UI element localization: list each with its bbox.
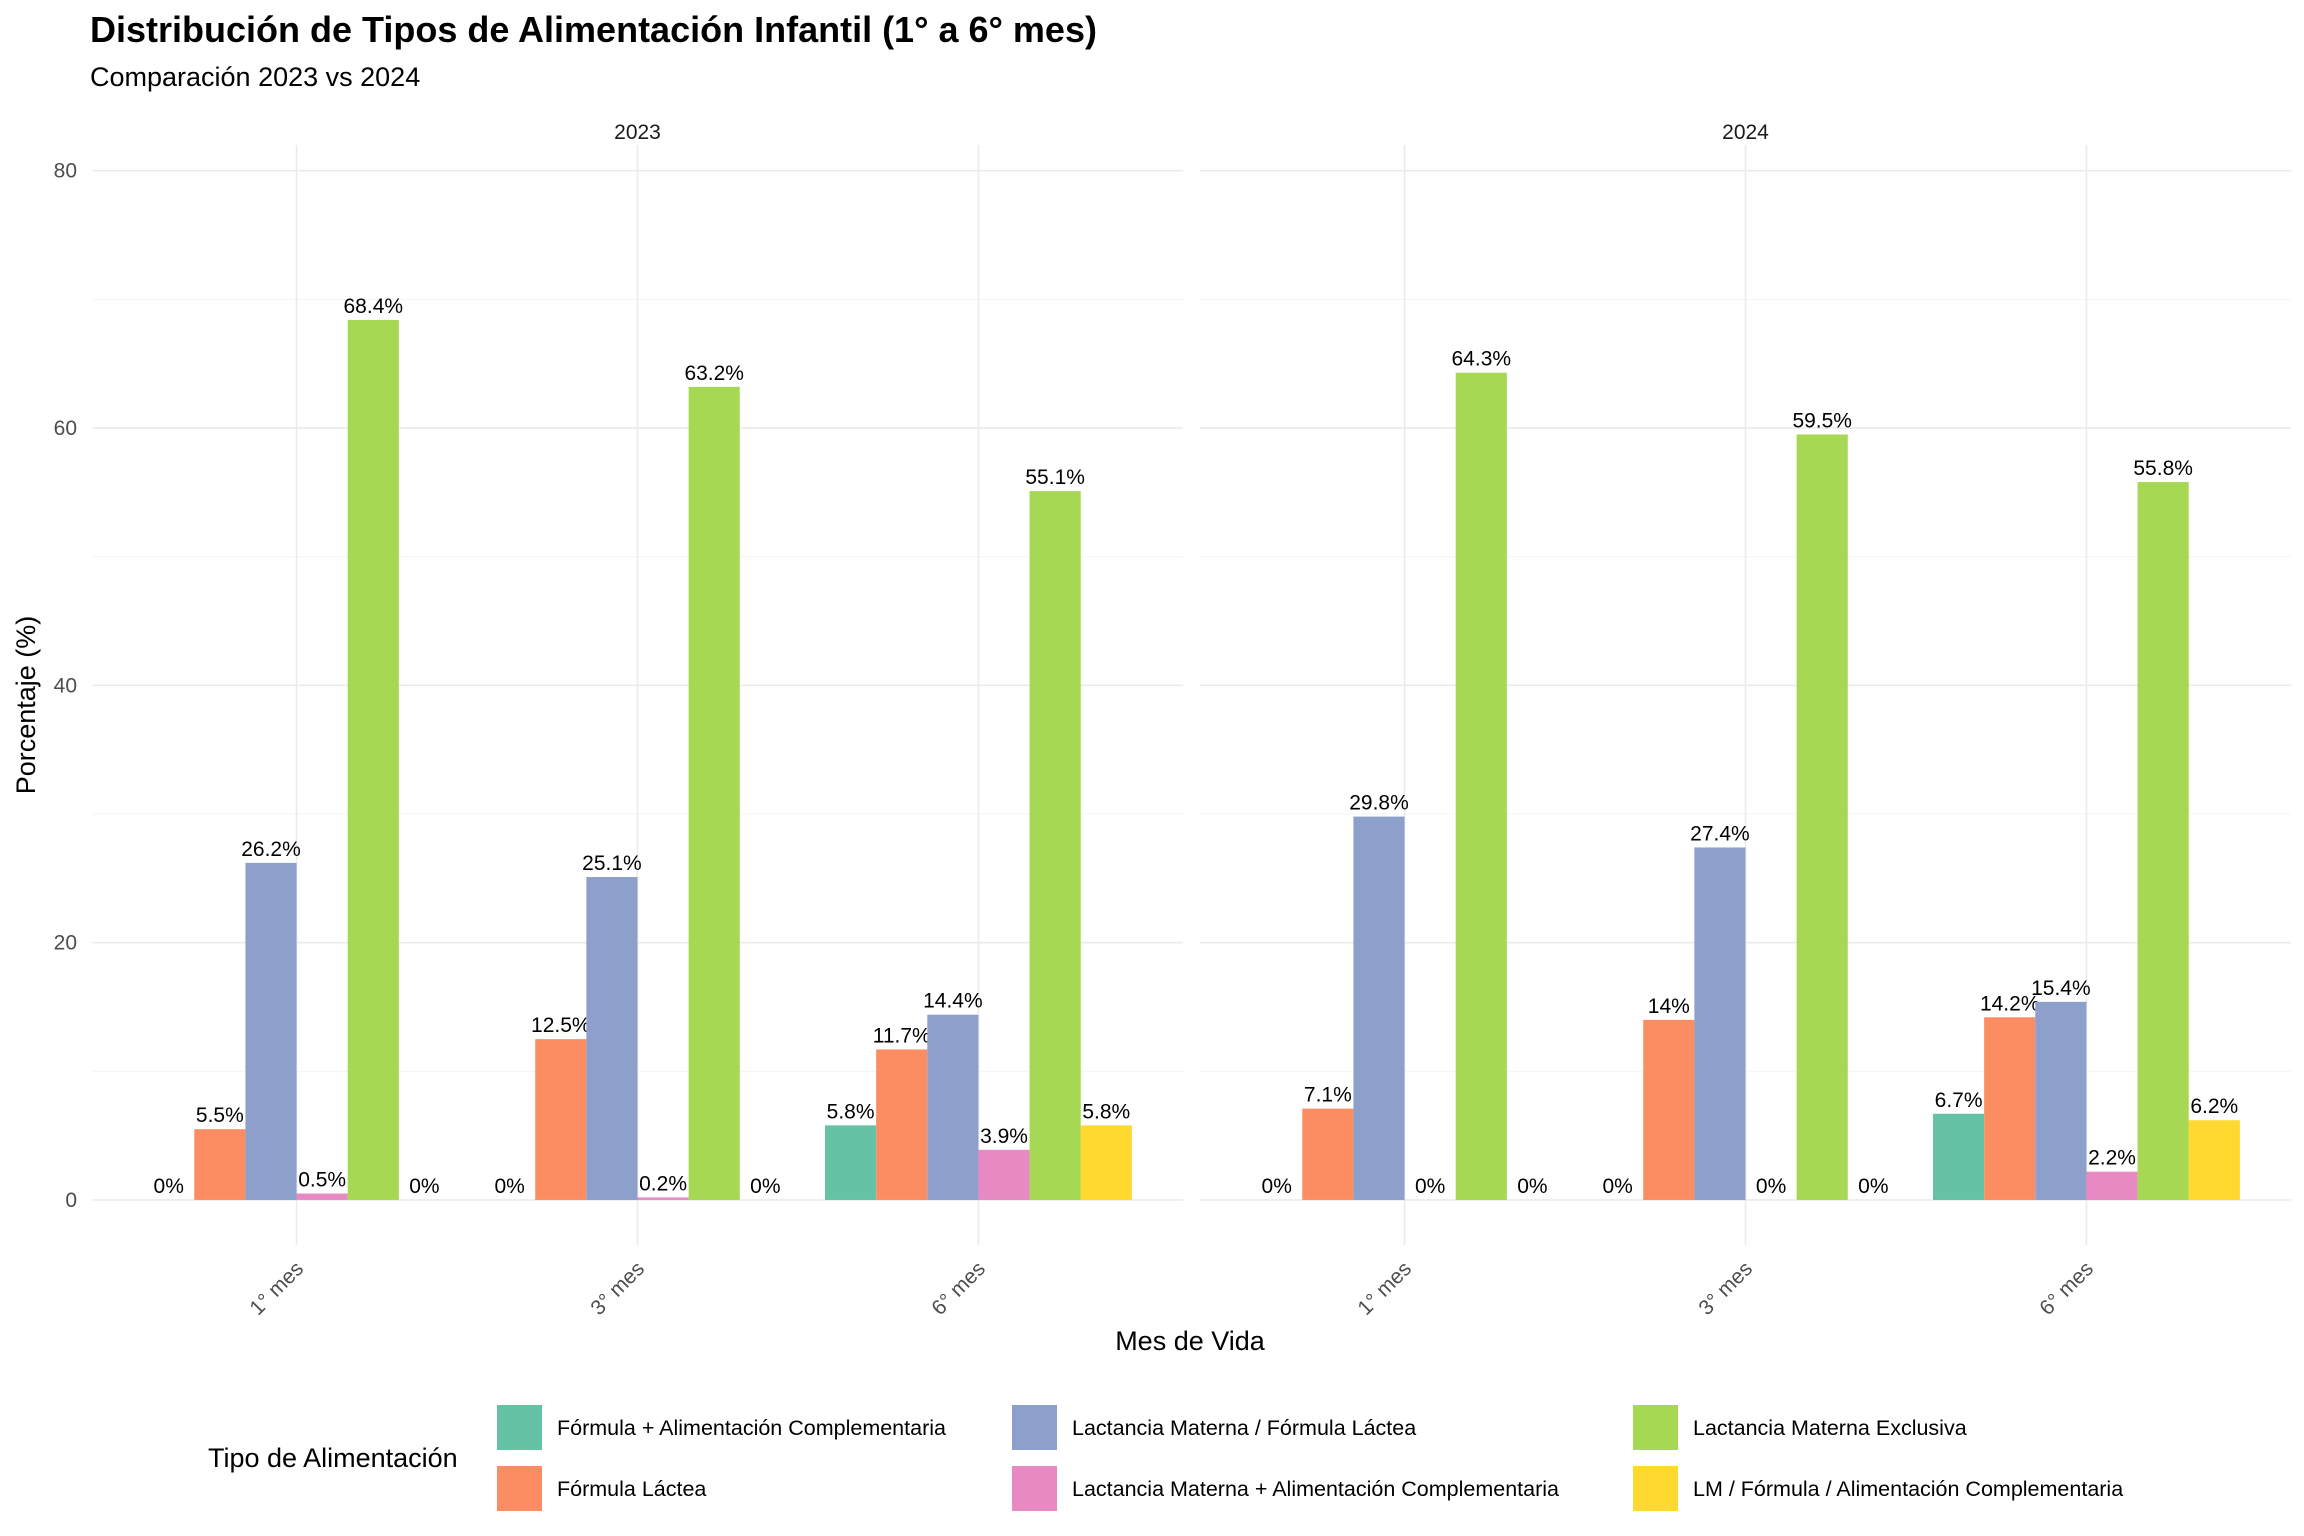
y-tick-label: 20 (54, 932, 77, 955)
bar (1353, 816, 1405, 1200)
legend: Tipo de Alimentación Fórmula + Alimentac… (208, 1405, 2123, 1511)
y-tick-label: 0 (65, 1189, 77, 1212)
legend-swatch (497, 1466, 542, 1511)
bar-value-label: 5.5% (196, 1104, 244, 1127)
bar-value-label: 2.2% (2088, 1147, 2136, 1170)
bar (978, 1149, 1030, 1200)
bar-value-label: 3.9% (980, 1125, 1028, 1148)
bar (245, 862, 297, 1200)
bar-value-label: 0% (1415, 1175, 1445, 1198)
bar-value-label: 0% (750, 1175, 780, 1198)
y-axis-title: Porcentaje (%) (11, 616, 41, 795)
legend-entry-label: Lactancia Materna / Fórmula Láctea (1072, 1416, 1416, 1440)
x-tick-label: 6° mes (927, 1257, 990, 1320)
bar-value-label: 55.1% (1025, 466, 1085, 489)
bar-value-label: 0% (494, 1175, 524, 1198)
bar (1694, 847, 1746, 1200)
facet-label: 2023 (614, 121, 661, 144)
bar (876, 1049, 928, 1200)
chart-title: Distribución de Tipos de Alimentación In… (90, 9, 1097, 50)
bar (637, 1197, 689, 1200)
legend-entry-label: Fórmula Láctea (557, 1477, 706, 1501)
bar-value-label: 12.5% (531, 1014, 591, 1037)
bar-value-label: 14.4% (923, 990, 983, 1013)
bar-value-label: 15.4% (2031, 977, 2091, 1000)
bar (688, 386, 740, 1200)
bar (1984, 1017, 2036, 1200)
bar-value-label: 6.2% (2190, 1095, 2238, 1118)
bar-value-label: 11.7% (873, 1024, 931, 1047)
facet-label: 2024 (1722, 121, 1769, 144)
y-tick-label: 80 (54, 160, 77, 183)
x-axis-title: Mes de Vida (1115, 1326, 1266, 1356)
bar-value-label: 0% (1756, 1175, 1786, 1198)
bar-value-label: 0% (1858, 1175, 1888, 1198)
panel-2024: 2024 0% 7.1% 29.8% 0% 64.3% 0% 0% 14% 27.4% 0% 59.5… (1200, 121, 2291, 1320)
bar-value-label: 0.5% (298, 1169, 346, 1192)
bar (1933, 1113, 1985, 1200)
bar (1080, 1125, 1132, 1200)
bar-value-label: 63.2% (684, 362, 744, 385)
bar-value-label: 0% (1262, 1175, 1292, 1198)
bar (1796, 434, 1848, 1200)
bar-value-label: 27.4% (1690, 822, 1750, 845)
bar (586, 877, 638, 1200)
legend-swatch (1012, 1466, 1057, 1511)
bar-value-label: 14% (1648, 995, 1690, 1018)
bar (194, 1129, 246, 1200)
legend-swatch (497, 1405, 542, 1450)
bar (2086, 1171, 2138, 1200)
bar (1455, 372, 1507, 1200)
legend-entry-label: LM / Fórmula / Alimentación Complementar… (1693, 1477, 2123, 1501)
bar-value-label: 6.7% (1935, 1089, 1983, 1112)
y-tick-label: 40 (54, 674, 77, 697)
bar (2137, 482, 2189, 1200)
x-tick-label: 3° mes (586, 1257, 649, 1320)
legend-swatch (1012, 1405, 1057, 1450)
bar-value-label: 7.1% (1304, 1084, 1352, 1107)
x-tick-label: 1° mes (1353, 1257, 1416, 1320)
legend-title: Tipo de Alimentación (208, 1443, 458, 1473)
x-tick-label: 1° mes (245, 1257, 308, 1320)
x-tick-label: 6° mes (2035, 1257, 2098, 1320)
bar-value-label: 0% (154, 1175, 184, 1198)
bar-value-label: 0% (409, 1175, 439, 1198)
bar (2188, 1120, 2240, 1200)
x-tick-label: 3° mes (1694, 1257, 1757, 1320)
bar-value-label: 0.2% (639, 1172, 687, 1195)
bar (2035, 1001, 2087, 1200)
bar (1302, 1108, 1354, 1200)
bar-value-label: 14.2% (1980, 992, 2040, 1015)
bar-value-label: 5.8% (827, 1100, 875, 1123)
bar-value-label: 59.5% (1792, 409, 1852, 432)
legend-swatch (1633, 1405, 1678, 1450)
facet-panels: 2023 0 20 40 60 80 0% 5.5% 26.2% 0.5% 68.4% 0% 0% 12.… (54, 121, 2291, 1320)
bar-value-label: 5.8% (1082, 1100, 1130, 1123)
bar (347, 319, 399, 1200)
chart-subtitle: Comparación 2023 vs 2024 (90, 62, 420, 92)
bar-value-label: 0% (1517, 1175, 1547, 1198)
bar (296, 1193, 348, 1200)
panel-2023: 2023 0 20 40 60 80 0% 5.5% 26.2% 0.5% 68.4% 0% 0% 12.… (54, 121, 1183, 1320)
bar (825, 1125, 877, 1200)
y-tick-label: 60 (54, 417, 77, 440)
bar (1643, 1019, 1695, 1200)
bar-value-label: 0% (1602, 1175, 1632, 1198)
bar-value-label: 25.1% (582, 852, 642, 875)
legend-swatch (1633, 1466, 1678, 1511)
bar (1029, 491, 1081, 1200)
bar-value-label: 29.8% (1349, 792, 1409, 815)
legend-entry-label: Lactancia Materna Exclusiva (1693, 1416, 1967, 1440)
bar-value-label: 26.2% (241, 838, 301, 861)
bar-value-label: 64.3% (1452, 348, 1512, 371)
bar-value-label: 55.8% (2133, 457, 2193, 480)
bar (927, 1014, 979, 1200)
bar (535, 1039, 587, 1200)
bar-value-label: 68.4% (344, 295, 404, 318)
legend-entry-label: Fórmula + Alimentación Complementaria (557, 1416, 946, 1440)
legend-entry-label: Lactancia Materna + Alimentación Complem… (1072, 1477, 1559, 1501)
